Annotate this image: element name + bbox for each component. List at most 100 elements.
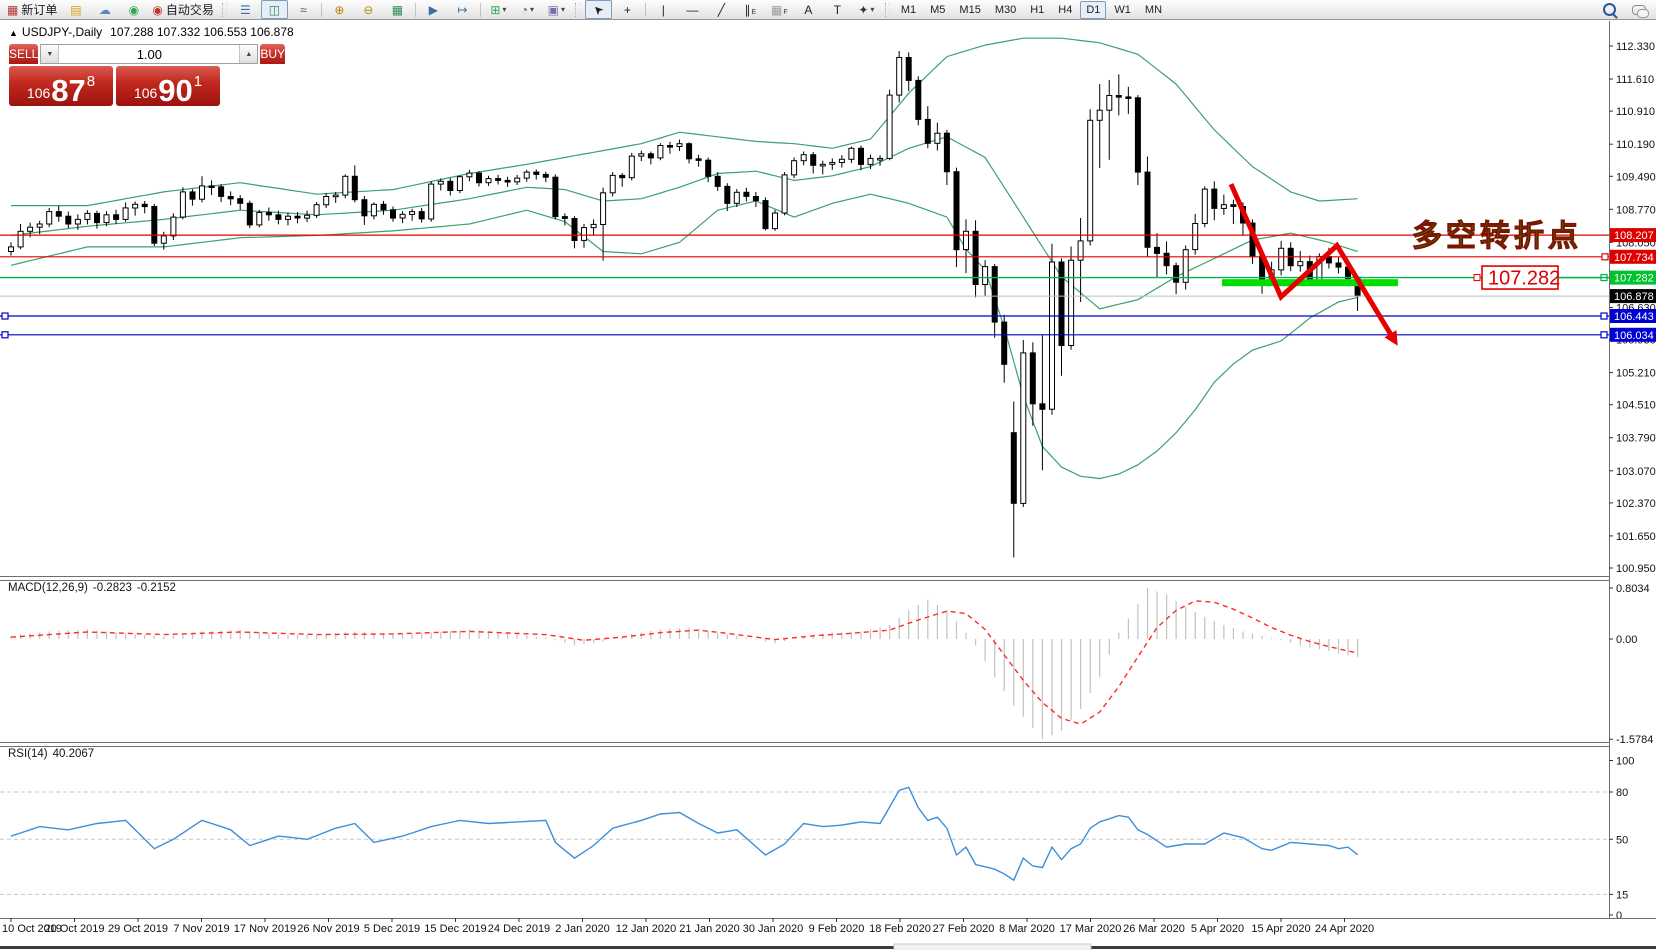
hline-handle[interactable] xyxy=(1601,253,1609,261)
volume-decrease-button[interactable]: ▼ xyxy=(41,45,60,63)
candle-chart-type-button[interactable]: ◫ xyxy=(260,0,288,19)
chart-shift-button[interactable]: ↦ xyxy=(449,0,476,19)
pane-splitters[interactable] xyxy=(0,576,1656,747)
arrows-icon: ✦ xyxy=(858,2,869,17)
rsi-pane xyxy=(0,786,1609,895)
signal-icon[interactable]: ◉ xyxy=(120,0,147,19)
crosshair-button[interactable]: + xyxy=(614,0,641,19)
bar-chart-type-button[interactable]: ☰ xyxy=(232,0,259,19)
timeframe-button-h1[interactable]: H1 xyxy=(1030,3,1045,16)
periods-button[interactable]: ◔ ▾ xyxy=(514,0,541,19)
periods-button-dropdown-icon[interactable]: ▾ xyxy=(529,5,534,14)
autotrading-button[interactable]: ◉ 自动交易 xyxy=(149,0,217,19)
toolbar-separator xyxy=(644,2,646,17)
collapse-panel-icon[interactable]: ▲ xyxy=(9,28,18,38)
indicators-button-dropdown-icon[interactable]: ▾ xyxy=(502,5,507,14)
support-highlight-bar[interactable] xyxy=(1222,279,1398,287)
templates-button[interactable]: ▣ ▾ xyxy=(543,0,570,19)
chart-surface[interactable] xyxy=(0,21,1609,936)
text-label-button[interactable]: T xyxy=(824,0,851,19)
scrollbar-thumb[interactable] xyxy=(893,943,1092,950)
hline-handle[interactable] xyxy=(1600,331,1608,339)
arrows-button[interactable]: ✦ ▾ xyxy=(853,0,880,19)
autotrading-icon: ◉ xyxy=(152,2,163,17)
price-tick-label: 112.330 xyxy=(1616,41,1655,53)
price-tag-box[interactable] xyxy=(1481,265,1559,290)
templates-button-dropdown-icon[interactable]: ▾ xyxy=(561,5,566,14)
price-tick-label: 100.950 xyxy=(1616,563,1656,575)
macd-axis-label: 0.00 xyxy=(1616,634,1637,646)
new-order-button-label: 新订单 xyxy=(21,3,58,17)
bollinger-bands xyxy=(10,37,1358,480)
timeframe-button-m15[interactable]: M15 xyxy=(959,3,981,16)
auto-scroll-button[interactable]: ▶ xyxy=(420,0,447,19)
timeframe-button-m30[interactable]: M30 xyxy=(994,3,1017,16)
bollinger-lower-band xyxy=(10,193,1358,480)
timeframe-button-mn[interactable]: MN xyxy=(1144,3,1163,16)
toolbar-grip xyxy=(884,2,890,17)
date-tick-label: 27 Feb 2020 xyxy=(933,923,995,935)
chart-title: ▲ USDJPY-,Daily 107.288 107.332 106.553 10… xyxy=(9,25,294,39)
hline-handle[interactable] xyxy=(1,331,9,339)
trend-zigzag-arrow[interactable] xyxy=(1228,183,1395,338)
timeframe-button-m1[interactable]: M1 xyxy=(900,3,917,16)
toolbar-grip xyxy=(574,2,580,17)
annotations: 多空转折点 107.282 xyxy=(1222,183,1609,346)
date-tick-label: 26 Mar 2020 xyxy=(1123,923,1185,935)
search-icon-button[interactable] xyxy=(1596,0,1623,19)
chat-icon xyxy=(1631,4,1649,18)
vertical-line-button[interactable]: | xyxy=(650,0,677,19)
cursor-button[interactable]: ➤ xyxy=(584,0,612,19)
macd-value: -0.2823 xyxy=(92,582,132,594)
zoom-in-icon: ⊕ xyxy=(334,2,345,17)
indicators-button[interactable]: ⊞ ▾ xyxy=(485,0,512,19)
cloud-charts-icon[interactable]: ☁ xyxy=(91,0,118,19)
cn-annotation-text[interactable]: 多空转折点 xyxy=(1412,219,1582,253)
hline-handle[interactable] xyxy=(1600,312,1608,320)
volume-input[interactable] xyxy=(59,45,240,63)
arrows-button-dropdown-icon[interactable]: ▾ xyxy=(870,5,875,14)
rsi-axis-label: 50 xyxy=(1616,834,1628,846)
horizontal-line-button[interactable]: — xyxy=(679,0,706,19)
date-tick-label: 8 Mar 2020 xyxy=(999,923,1055,935)
sell-button[interactable]: SELL xyxy=(9,44,39,64)
text-button[interactable]: A xyxy=(795,0,822,19)
buy-price-button[interactable]: 106 90 1 xyxy=(116,66,220,106)
scrollbar-track xyxy=(1091,946,1656,949)
price-tick-label: 103.070 xyxy=(1616,466,1656,478)
chat-icon-button[interactable] xyxy=(1625,0,1652,19)
zoom-out-button[interactable]: ⊖ xyxy=(355,0,382,19)
new-order-button[interactable]: ▦ 新订单 xyxy=(4,0,60,19)
timeframe-button-w1[interactable]: W1 xyxy=(1114,3,1131,16)
price-tick-label: 101.650 xyxy=(1616,531,1656,543)
sell-price-button[interactable]: 106 87 8 xyxy=(9,66,113,106)
crosshair-icon: + xyxy=(623,2,631,17)
volume-increase-button[interactable]: ▲ xyxy=(239,45,258,63)
horizontal-line-icon: — xyxy=(686,2,699,17)
price-tick-label: 108.770 xyxy=(1616,204,1656,216)
timeframe-button-m5[interactable]: M5 xyxy=(930,3,946,16)
buy-button[interactable]: BUY xyxy=(260,44,286,64)
rsi-indicator-label: RSI(14) 40.2067 xyxy=(8,748,95,760)
trendline-button[interactable]: ╱ xyxy=(708,0,735,19)
signal-icon-icon: ◉ xyxy=(128,2,140,17)
price-tick-label: 105.210 xyxy=(1616,368,1656,380)
zoom-in-button[interactable]: ⊕ xyxy=(326,0,353,19)
line-chart-type-button[interactable]: ≈ xyxy=(290,0,317,19)
indicators-icon: ⊞ xyxy=(490,2,501,17)
fibonacci-grid-button[interactable]: ▦ F xyxy=(771,2,788,17)
date-tick-label: 7 Nov 2019 xyxy=(173,923,229,935)
price-tag-handle[interactable] xyxy=(1473,274,1481,282)
date-tick-label: 12 Jan 2020 xyxy=(616,923,677,935)
sell-price-prefix: 106 xyxy=(26,85,51,101)
chart-stack-icon[interactable]: ▤ xyxy=(62,0,89,19)
timeframe-button-d1[interactable]: D1 xyxy=(1080,0,1107,19)
timeframe-button-h4[interactable]: H4 xyxy=(1058,3,1073,16)
tile-windows-button[interactable]: ▦ xyxy=(384,0,411,19)
rsi-axis-label: 80 xyxy=(1616,787,1628,799)
hline-handle[interactable] xyxy=(1,312,9,320)
equidistant-channel-button[interactable]: ∥ E xyxy=(744,2,757,17)
trendline-icon: ╱ xyxy=(717,2,725,17)
